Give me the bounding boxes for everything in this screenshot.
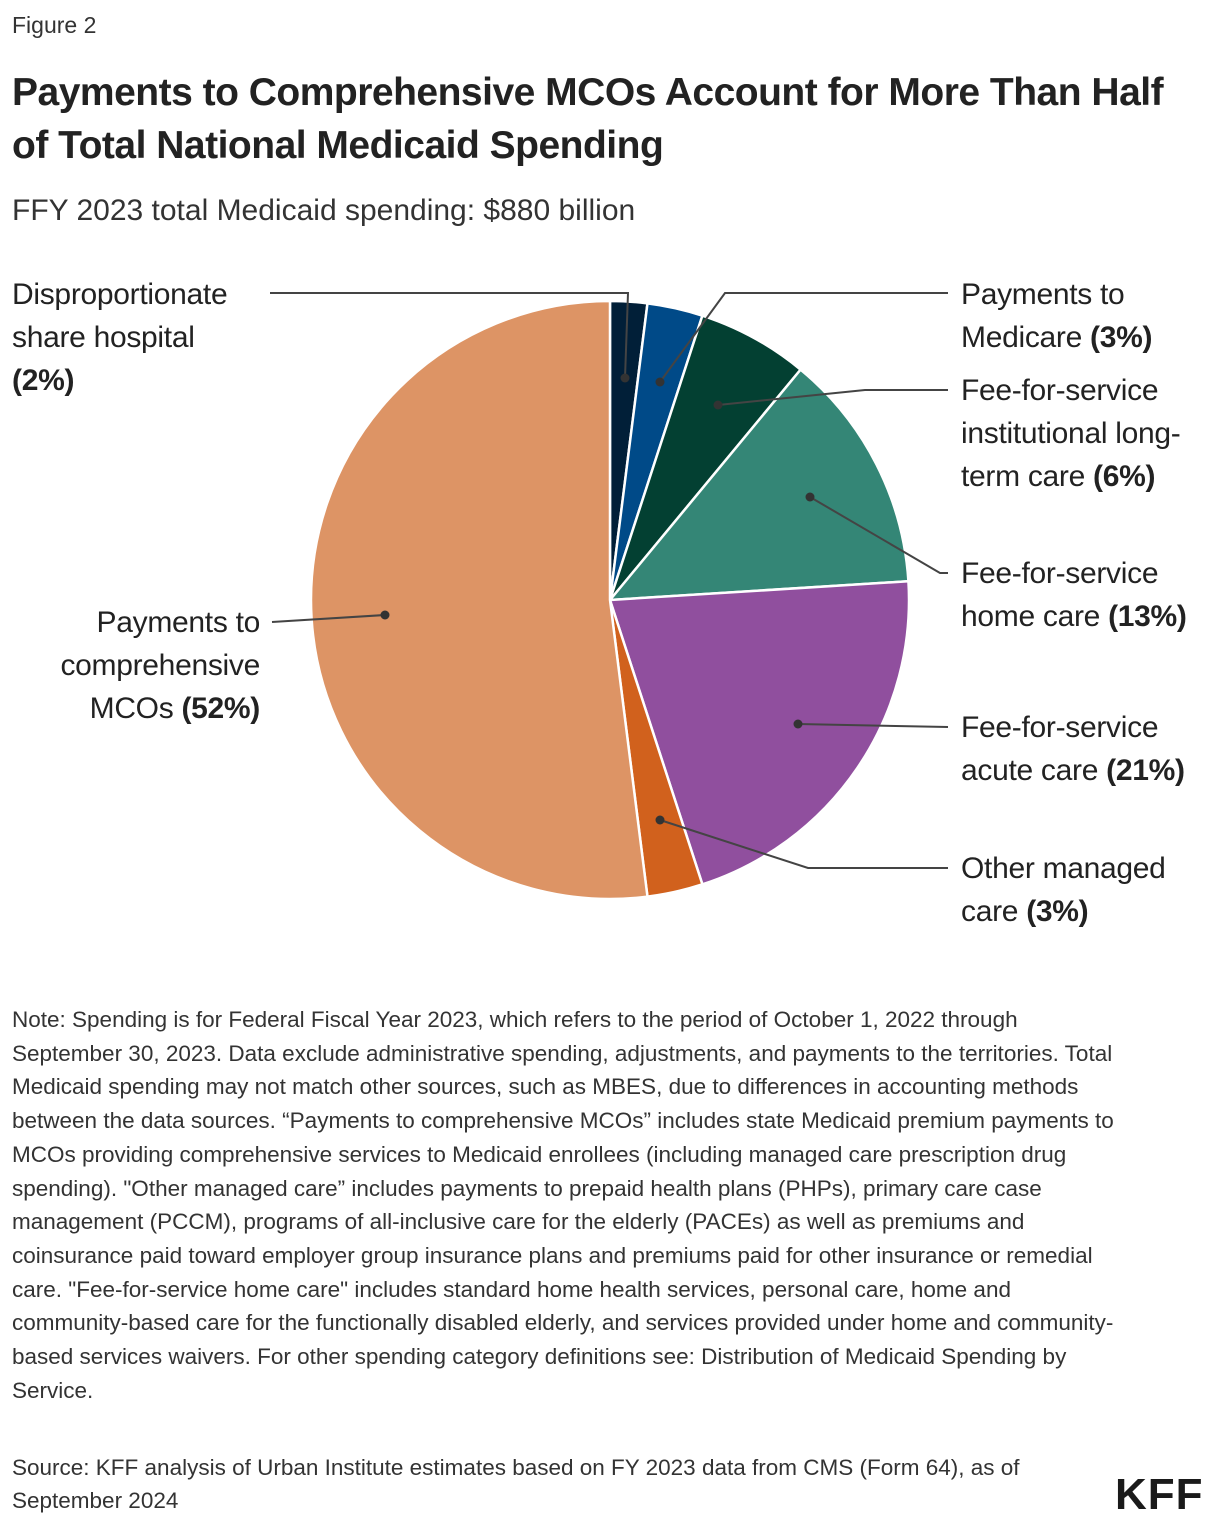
pie-chart	[270, 292, 949, 901]
leader-dot-1	[655, 377, 665, 387]
label-text: Fee-for-service home care	[961, 557, 1159, 633]
leader-dot-6	[380, 610, 390, 620]
label-text: Other managed care	[961, 852, 1166, 928]
chart-note: Note: Spending is for Federal Fiscal Yea…	[12, 1007, 1114, 1403]
leader-line-1	[659, 292, 948, 383]
chart-subtitle: FFY 2023 total Medicaid spending: $880 b…	[12, 194, 636, 227]
leader-line-6	[271, 614, 386, 623]
label-text: Fee-for-service acute care	[961, 711, 1159, 787]
label-value: (3%)	[1090, 321, 1153, 354]
label-medicare: Payments to Medicare (3%)	[961, 273, 1201, 359]
label-value: (21%)	[1106, 754, 1185, 787]
label-text: Payments to comprehensive MCOs	[60, 606, 260, 725]
leader-line-5	[659, 819, 948, 869]
label-other-managed: Other managed care (3%)	[961, 847, 1216, 933]
label-ffs-ltc: Fee-for-service institutional long-term …	[961, 369, 1201, 498]
pie-slice-6	[309, 299, 649, 901]
chart-source: Source: KFF analysis of Urban Institute …	[12, 1455, 1020, 1513]
pie-slice-3	[607, 367, 910, 602]
chart-title: Payments to Comprehensive MCOs Account f…	[12, 71, 1164, 167]
label-value: (3%)	[1026, 895, 1089, 928]
leader-line-2	[717, 389, 948, 406]
leader-dot-4	[793, 719, 803, 729]
label-dsh: Disproportionate share hospital (2%)	[12, 273, 257, 402]
label-mcos: Payments to comprehensive MCOs (52%)	[20, 601, 260, 730]
figure-label: Figure 2	[12, 12, 97, 38]
label-value: (52%)	[181, 692, 260, 725]
label-value: (6%)	[1093, 460, 1156, 493]
label-value: (2%)	[12, 364, 75, 397]
label-ffs-home: Fee-for-service home care (13%)	[961, 552, 1201, 638]
leader-dot-5	[655, 815, 665, 825]
leader-dot-0	[620, 373, 630, 383]
leader-line-4	[797, 723, 949, 728]
pie-slice-4	[608, 579, 911, 886]
leader-line-3	[809, 496, 948, 574]
leader-dot-2	[713, 400, 723, 410]
label-text: Fee-for-service institutional long-term …	[961, 374, 1181, 493]
leader-line-0	[270, 292, 630, 379]
leader-dot-3	[805, 492, 815, 502]
label-ffs-acute: Fee-for-service acute care (21%)	[961, 706, 1201, 792]
label-text: Disproportionate share hospital	[12, 278, 228, 354]
kff-logo: KFF	[1115, 1470, 1204, 1519]
label-value: (13%)	[1108, 600, 1187, 633]
label-text: Payments to Medicare	[961, 278, 1125, 354]
